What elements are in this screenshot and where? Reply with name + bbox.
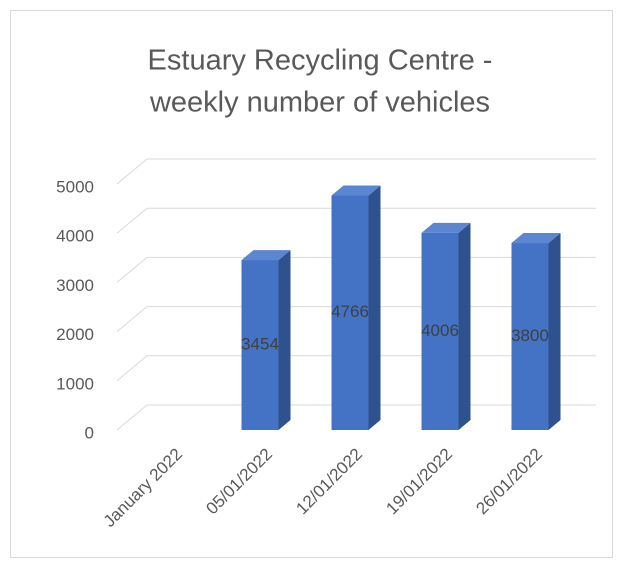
bar-side [368, 185, 381, 430]
value-label: 3454 [241, 335, 279, 354]
bar [331, 185, 381, 430]
y-tick-label: 5000 [56, 177, 94, 196]
value-label: 4006 [421, 321, 459, 340]
value-label: 3800 [511, 326, 549, 345]
bar-front [241, 260, 279, 430]
grid-line [116, 207, 596, 234]
bar-top [241, 250, 291, 261]
bar-side [278, 250, 291, 430]
chart-title: weekly number of vehicles [149, 87, 490, 119]
y-tick-label: 0 [85, 423, 94, 442]
bar [241, 250, 291, 430]
bar [421, 222, 471, 430]
bar-front [421, 232, 459, 430]
chart-title: Estuary Recycling Centre - [148, 45, 493, 77]
bar-side [548, 233, 561, 430]
y-tick-label: 2000 [56, 325, 94, 344]
y-tick-label: 1000 [56, 374, 94, 393]
bar-top [511, 233, 561, 244]
bar-side [458, 222, 471, 430]
bar-top [421, 222, 471, 233]
bar-front [331, 195, 369, 430]
y-tick-label: 4000 [56, 227, 94, 246]
bar-front [511, 243, 549, 430]
value-label: 4766 [331, 302, 369, 321]
y-tick-label: 3000 [56, 276, 94, 295]
grid-line [116, 158, 596, 185]
bar-top [331, 185, 381, 196]
bar [511, 233, 561, 430]
